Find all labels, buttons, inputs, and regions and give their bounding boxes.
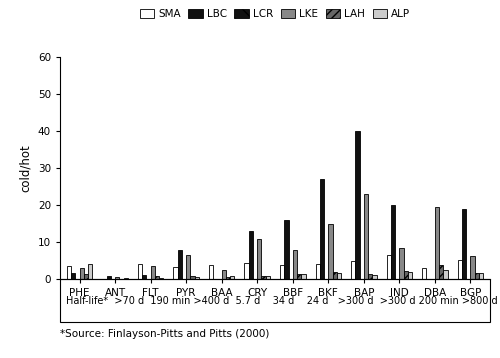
- Bar: [439, 265, 444, 279]
- Text: Half-life*  >70 d  190 min >400 d  5.7 d    34 d    24 d   >300 d  >300 d 200 mi: Half-life* >70 d 190 min >400 d 5.7 d 34…: [66, 296, 500, 306]
- Legend: SMA, LBC, LCR, LKE, LAH, ALP: SMA, LBC, LCR, LKE, LAH, ALP: [138, 7, 412, 21]
- Bar: [386, 255, 391, 279]
- Bar: [422, 268, 426, 279]
- Bar: [262, 276, 266, 279]
- Bar: [351, 261, 356, 279]
- Bar: [474, 272, 479, 279]
- Bar: [435, 207, 439, 279]
- Bar: [230, 276, 234, 279]
- Bar: [320, 179, 324, 279]
- Bar: [71, 272, 76, 279]
- Bar: [150, 266, 155, 279]
- Bar: [470, 256, 474, 279]
- Bar: [178, 250, 182, 279]
- Bar: [458, 260, 462, 279]
- Bar: [84, 275, 88, 279]
- Bar: [284, 220, 288, 279]
- Bar: [186, 255, 190, 279]
- Bar: [106, 276, 111, 279]
- Y-axis label: cold/hot: cold/hot: [20, 144, 32, 192]
- Bar: [368, 275, 372, 279]
- Text: *Source: Finlayson-Pitts and Pitts (2000): *Source: Finlayson-Pitts and Pitts (2000…: [60, 329, 270, 339]
- Bar: [222, 270, 226, 279]
- Bar: [356, 131, 360, 279]
- Bar: [67, 266, 71, 279]
- Bar: [257, 238, 262, 279]
- Bar: [142, 275, 146, 279]
- Bar: [174, 267, 178, 279]
- Bar: [244, 263, 248, 279]
- Bar: [391, 205, 395, 279]
- Bar: [400, 248, 404, 279]
- Bar: [209, 265, 213, 279]
- Bar: [159, 278, 164, 279]
- Bar: [155, 276, 159, 279]
- Bar: [226, 277, 230, 279]
- Bar: [302, 274, 306, 279]
- Bar: [248, 231, 253, 279]
- Bar: [372, 275, 376, 279]
- Bar: [80, 268, 84, 279]
- Bar: [138, 265, 142, 279]
- Bar: [124, 278, 128, 279]
- Bar: [316, 265, 320, 279]
- Bar: [479, 272, 483, 279]
- Bar: [462, 209, 466, 279]
- Bar: [115, 277, 119, 279]
- Bar: [266, 276, 270, 279]
- Bar: [280, 265, 284, 279]
- Bar: [332, 272, 337, 279]
- Bar: [88, 264, 92, 279]
- Bar: [297, 274, 302, 279]
- Bar: [190, 276, 194, 279]
- Bar: [408, 272, 412, 279]
- Bar: [364, 194, 368, 279]
- Bar: [328, 224, 332, 279]
- Bar: [444, 270, 448, 279]
- Bar: [404, 271, 408, 279]
- Bar: [194, 277, 199, 279]
- Bar: [293, 250, 297, 279]
- Bar: [337, 272, 341, 279]
